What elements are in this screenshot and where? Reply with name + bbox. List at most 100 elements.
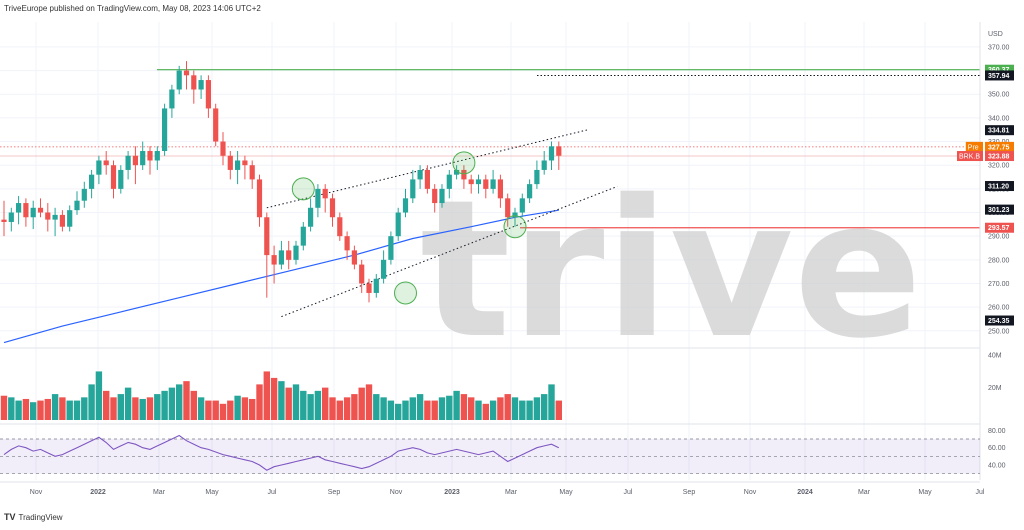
candle-body [198, 80, 204, 90]
volume-bar [380, 397, 387, 420]
volume-bar [197, 397, 205, 420]
candle-body [147, 151, 153, 161]
volume-bar [489, 400, 497, 420]
volume-bar [30, 402, 37, 420]
candle-body [483, 179, 489, 189]
candle-body [191, 75, 197, 90]
volume-bar [548, 384, 555, 420]
candle-body [227, 155, 233, 170]
time-tick-label: Jul [268, 489, 277, 496]
volume-bar [139, 398, 146, 420]
candle-body [81, 188, 87, 201]
price-tag [985, 222, 1014, 233]
candle-body [140, 151, 146, 166]
price-tick-label: 290.00 [988, 234, 1010, 241]
volume-bar [387, 400, 395, 420]
price-tag-label: 293.57 [988, 225, 1010, 232]
volume-bar [322, 387, 329, 420]
time-tick-label: 2023 [444, 489, 460, 496]
volume-bar [409, 397, 416, 420]
price-tag-prefix-label: Pre [968, 144, 979, 151]
candle-body [315, 188, 321, 208]
time-tick-label: May [205, 489, 219, 496]
rsi-tick-label: 40.00 [988, 463, 1006, 470]
time-tick-label: May [559, 489, 573, 496]
candle-body [446, 174, 452, 189]
volume-bar [117, 394, 124, 420]
candle-body [461, 169, 467, 180]
candle-body [271, 255, 277, 265]
volume-bar [351, 394, 358, 420]
candle-body [45, 212, 51, 220]
candle-body [490, 179, 496, 189]
volume-bar [519, 400, 526, 420]
volume-bar [416, 394, 424, 420]
candle-body [235, 160, 241, 170]
candle-body [556, 146, 562, 156]
volume-bar [460, 394, 468, 420]
volume-bar [249, 398, 256, 420]
volume-bar [453, 390, 460, 420]
candle-body [256, 179, 263, 218]
volume-bar [358, 387, 365, 420]
volume-bar [37, 400, 44, 420]
volume-bar [395, 403, 402, 420]
price-tag-label: 323.88 [988, 154, 1010, 161]
time-tick-label: Mar [505, 489, 518, 496]
volume-bar [329, 397, 336, 420]
volume-bar [0, 395, 8, 420]
candle-body [373, 278, 379, 293]
candle-body [439, 188, 445, 204]
time-tick-label: Jul [976, 489, 985, 496]
volume-bar [176, 384, 183, 420]
price-tag [985, 141, 1014, 152]
candle-body [366, 283, 372, 293]
candle-body [249, 165, 255, 180]
volume-bar [183, 381, 190, 420]
candle-body [242, 160, 248, 166]
price-tag [985, 315, 1014, 326]
candle-body [424, 169, 430, 189]
volume-tick-label: 40M [988, 353, 1002, 360]
volume-bar [555, 400, 562, 420]
volume-bar [95, 371, 103, 420]
candle-body [432, 188, 438, 204]
price-tick-label: 260.00 [988, 305, 1010, 312]
candle-body [278, 250, 284, 265]
price-tag-label: 334.81 [988, 128, 1010, 135]
price-tag [985, 181, 1014, 192]
candle-body [402, 198, 409, 213]
candle-body [527, 184, 533, 199]
volume-bar [278, 381, 285, 420]
candle-body [519, 198, 525, 213]
rsi-tick-label: 60.00 [988, 445, 1006, 452]
time-tick-label: Sep [328, 489, 341, 496]
candle-body [300, 226, 306, 246]
volume-bar [51, 394, 59, 420]
candle-body [395, 212, 401, 237]
price-tick-label: 280.00 [988, 257, 1010, 264]
volume-bar [402, 400, 409, 420]
candle-body [37, 207, 44, 213]
candle-body [162, 108, 168, 152]
candle-body [59, 214, 65, 227]
touch-point-circle [291, 177, 315, 201]
time-tick-label: Nov [744, 489, 757, 496]
volume-bar [66, 400, 73, 420]
candle-body [213, 108, 219, 142]
time-tick-label: Mar [858, 489, 871, 496]
price-tag-label: 301.23 [988, 207, 1010, 214]
price-tick-label: 370.00 [988, 44, 1010, 51]
candle-body [1, 219, 7, 222]
candle-body [89, 174, 95, 189]
volume-bar [73, 400, 81, 420]
rsi-line [3, 434, 560, 471]
price-tick-label: 340.00 [988, 115, 1010, 122]
price-tag-label: 357.94 [988, 73, 1010, 80]
volume-bar [168, 387, 176, 420]
candle-body [308, 207, 314, 227]
volume-bar [533, 397, 541, 420]
volume-bar [124, 387, 132, 420]
candle-body [118, 169, 124, 189]
